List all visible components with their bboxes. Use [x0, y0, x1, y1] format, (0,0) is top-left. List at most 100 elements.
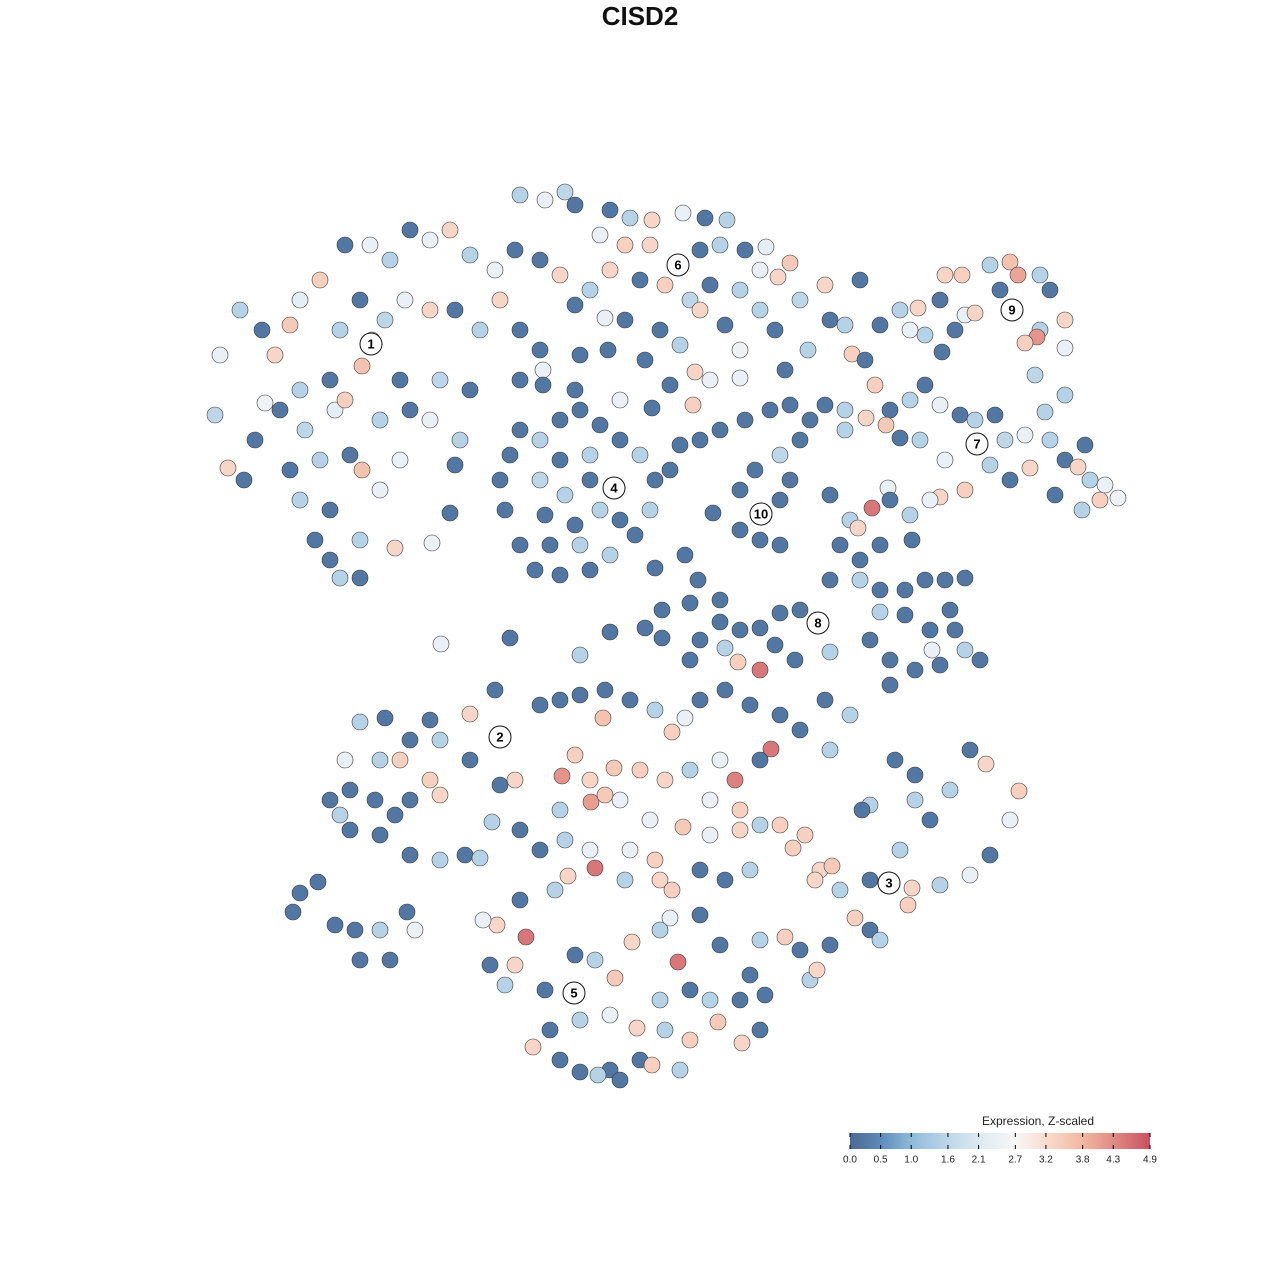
point [266, 346, 284, 364]
colorbar-tick-label: 4.3 [1106, 1155, 1120, 1166]
point [891, 841, 909, 859]
point [651, 991, 669, 1009]
point [921, 491, 939, 509]
point [761, 401, 779, 419]
point [488, 916, 506, 934]
point [669, 953, 687, 971]
point [931, 291, 949, 309]
point [861, 921, 879, 939]
point [731, 991, 749, 1009]
point [821, 571, 839, 589]
cluster-label: 10 [754, 506, 768, 521]
point [784, 839, 802, 857]
point [431, 786, 449, 804]
point [836, 401, 854, 419]
point [916, 326, 934, 344]
point [731, 621, 749, 639]
point [361, 236, 379, 254]
point [331, 321, 349, 339]
point [381, 251, 399, 269]
point [931, 656, 949, 674]
point [776, 361, 794, 379]
point [691, 906, 709, 924]
point [531, 251, 549, 269]
point [401, 221, 419, 239]
point [1056, 451, 1074, 469]
point [566, 746, 584, 764]
point [1036, 403, 1054, 421]
point [1041, 431, 1059, 449]
point [336, 391, 354, 409]
point [441, 221, 459, 239]
point [806, 871, 824, 889]
point [311, 271, 329, 289]
point [571, 646, 589, 664]
colorbar-tick-label: 2.1 [972, 1155, 986, 1166]
point [506, 956, 524, 974]
point [701, 826, 719, 844]
point [766, 636, 784, 654]
point [711, 936, 729, 954]
point [909, 299, 927, 317]
colorbar-title: Expression, Z-scaled [982, 1114, 1094, 1128]
point [611, 791, 629, 809]
point [736, 241, 754, 259]
cluster-label-badge [488, 725, 512, 749]
point [421, 411, 439, 429]
point [591, 501, 609, 519]
point [741, 966, 759, 984]
point [771, 536, 789, 554]
point [791, 721, 809, 739]
point [641, 811, 659, 829]
point [336, 236, 354, 254]
point [881, 401, 899, 419]
point [571, 686, 589, 704]
point [821, 741, 839, 759]
point [432, 635, 450, 653]
point [651, 921, 669, 939]
point [589, 1066, 607, 1084]
point [611, 1071, 629, 1089]
point [751, 619, 769, 637]
cluster-label: 9 [1008, 302, 1015, 317]
point [981, 456, 999, 474]
point [606, 969, 624, 987]
point [751, 751, 769, 769]
point [731, 801, 749, 819]
point [871, 536, 889, 554]
cluster-label: 1 [367, 336, 374, 351]
point [681, 1031, 699, 1049]
point [321, 371, 339, 389]
point [601, 201, 619, 219]
point [736, 411, 754, 429]
point [857, 409, 875, 427]
point [671, 336, 689, 354]
point [836, 421, 854, 439]
point [916, 376, 934, 394]
point [471, 849, 489, 867]
point [851, 551, 869, 569]
point [656, 1021, 674, 1039]
point [391, 751, 409, 769]
point [351, 531, 369, 549]
point [517, 928, 535, 946]
point [541, 536, 559, 554]
point [461, 381, 479, 399]
point [731, 821, 749, 839]
point [371, 481, 389, 499]
cluster-label: 3 [885, 875, 892, 890]
point [816, 396, 834, 414]
colorbar-tick-label: 1.6 [941, 1155, 955, 1166]
point [1001, 253, 1019, 271]
point [641, 501, 659, 519]
point [861, 871, 879, 889]
point [431, 851, 449, 869]
point [751, 931, 769, 949]
point [271, 401, 289, 419]
point [1081, 471, 1099, 489]
point [321, 551, 339, 569]
point [551, 266, 569, 284]
point [381, 951, 399, 969]
point [791, 601, 809, 619]
point [601, 1006, 619, 1024]
